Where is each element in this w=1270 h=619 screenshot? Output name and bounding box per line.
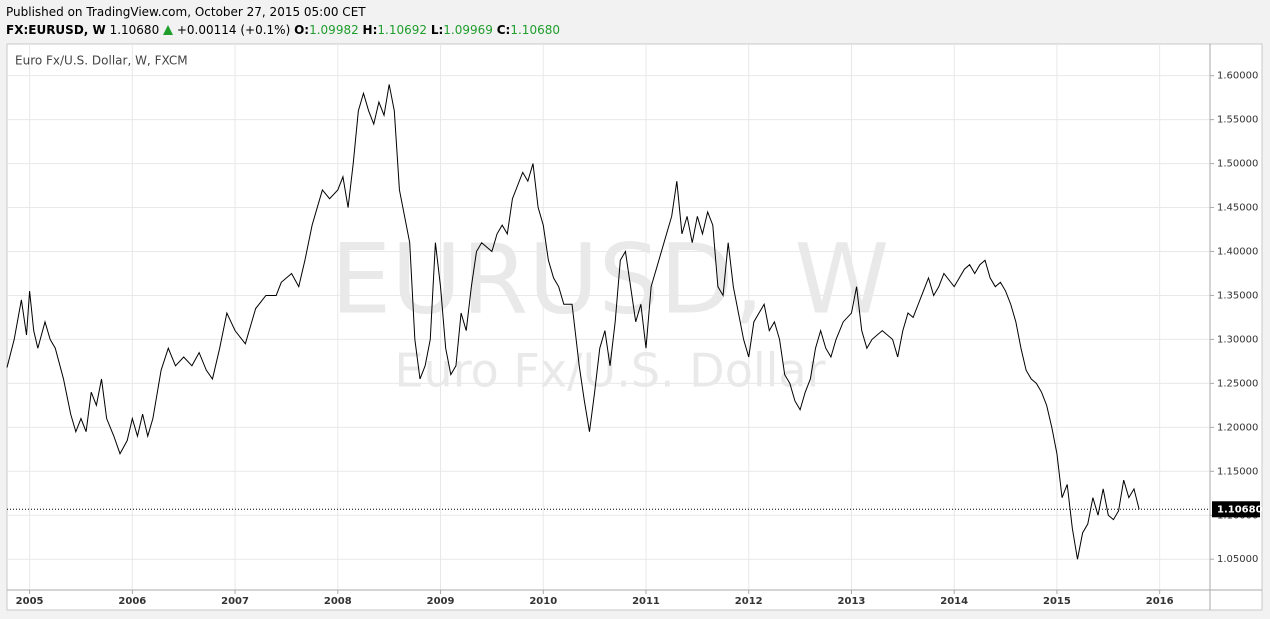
y-tick-label: 1.30000: [1217, 334, 1258, 345]
x-tick-label: 2007: [221, 596, 249, 607]
published: Published on TradingView.com, October 27…: [6, 5, 366, 19]
y-tick-label: 1.45000: [1217, 203, 1258, 214]
x-tick-label: 2013: [838, 596, 866, 607]
ohlc-value: 1.10680: [510, 23, 560, 37]
x-tick-label: 2011: [632, 596, 660, 607]
y-tick-label: 1.20000: [1217, 422, 1258, 433]
header: Published on TradingView.com, October 27…: [6, 3, 560, 39]
ohlc-key: L:: [430, 23, 444, 37]
last-price-tag: [1212, 501, 1260, 518]
y-tick-label: 1.55000: [1217, 115, 1258, 126]
ohlc-key: C:: [496, 23, 511, 37]
y-tick-label: 1.15000: [1217, 466, 1258, 477]
watermark-symbol: EURUSD, W: [331, 223, 890, 335]
quote-line: FX:EURUSD, W 1.10680 +0.00114 (+0.1%) O:…: [6, 21, 560, 39]
y-tick-label: 1.05000: [1217, 554, 1258, 565]
up-arrow: [163, 25, 174, 35]
x-tick-label: 2012: [735, 596, 763, 607]
x-tick-label: 2006: [118, 596, 146, 607]
ohlc-key: O:: [294, 23, 310, 37]
ohlc-value: 1.10692: [377, 23, 428, 37]
change: +0.00114 (+0.1%): [176, 23, 291, 37]
y-tick-label: 1.25000: [1217, 378, 1258, 389]
ohlc-key: H:: [362, 23, 378, 37]
y-tick-label: 1.40000: [1217, 246, 1258, 257]
y-tick-label: 1.60000: [1217, 71, 1258, 82]
published-line: Published on TradingView.com, October 27…: [6, 3, 560, 21]
y-tick-label: 1.35000: [1217, 290, 1258, 301]
y-tick-label: 1.50000: [1217, 159, 1258, 170]
ohlc-value: 1.09982: [309, 23, 359, 37]
x-tick-label: 2008: [324, 596, 352, 607]
x-tick-label: 2009: [427, 596, 455, 607]
last-price-label: 1.10680: [1217, 504, 1263, 515]
chart-title: Euro Fx/U.S. Dollar, W, FXCM: [15, 54, 188, 68]
x-tick-label: 2005: [16, 596, 44, 607]
watermark-description: Euro Fx/U.S. Dollar: [394, 344, 825, 398]
x-tick-label: 2015: [1043, 596, 1071, 607]
last-price: 1.10680: [109, 23, 160, 37]
ohlc-value: 1.09969: [443, 23, 493, 37]
symbol: FX:EURUSD, W: [6, 23, 106, 37]
x-tick-label: 2010: [529, 596, 557, 607]
ohlc: O:1.09982 H:1.10692 L:1.09969 C:1.10680: [294, 23, 560, 37]
x-tick-label: 2016: [1146, 596, 1174, 607]
x-tick-label: 2014: [940, 596, 968, 607]
price-line-series: [6, 84, 1140, 560]
